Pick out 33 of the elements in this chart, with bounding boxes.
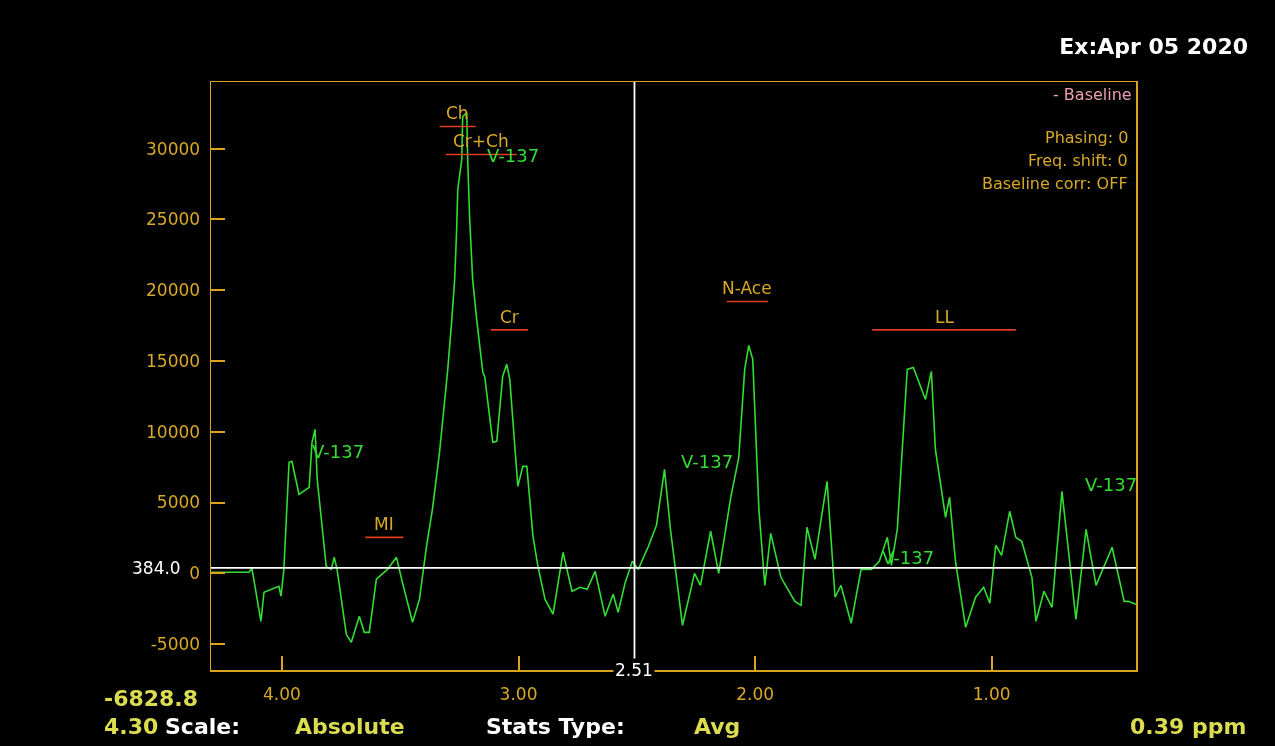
text: 0.39 ppm [1130, 714, 1247, 739]
text: Stats Type: [486, 714, 625, 739]
y-tick-label: 0 [189, 563, 201, 584]
y-tick-label: 15000 [146, 350, 201, 371]
text: -6828.8 [104, 686, 199, 711]
text: Avg [694, 714, 741, 739]
y-tick-label: -5000 [150, 634, 201, 655]
x-tick-label: 4.00 [263, 683, 301, 704]
text: Absolute [295, 714, 405, 739]
series-label: MI [374, 514, 394, 534]
ref-line-label: 2.51 [615, 660, 653, 680]
series-label: N-Ace [722, 278, 772, 298]
y-tick-label: 10000 [146, 421, 201, 442]
y-tick-label: 20000 [146, 280, 201, 301]
x-tick-label: 1.00 [972, 683, 1011, 704]
series-label: LL [935, 307, 955, 327]
annotation: Phasing: 0 [1045, 128, 1129, 147]
ref-line-label: 384.0 [132, 558, 181, 578]
y-tick-label: 5000 [156, 492, 201, 513]
series-label: Ch [446, 103, 469, 123]
text: 4.30 [104, 714, 159, 739]
y-tick-label: 25000 [146, 209, 201, 230]
annotation: - Baseline [1053, 85, 1132, 104]
x-tick-label: 3.00 [499, 683, 538, 704]
text: Scale: [165, 714, 240, 739]
annotation: Freq. shift: 0 [1028, 151, 1128, 170]
series-label: Cr [500, 307, 519, 327]
y-tick-label: 30000 [146, 138, 201, 159]
annotation: Baseline corr: OFF [982, 174, 1128, 193]
x-tick-label: 2.00 [736, 683, 775, 704]
chart-title: Ex:Apr 05 2020 [1059, 33, 1248, 59]
annotation: V-137 [1085, 474, 1138, 495]
annotation: V-137 [681, 451, 734, 472]
